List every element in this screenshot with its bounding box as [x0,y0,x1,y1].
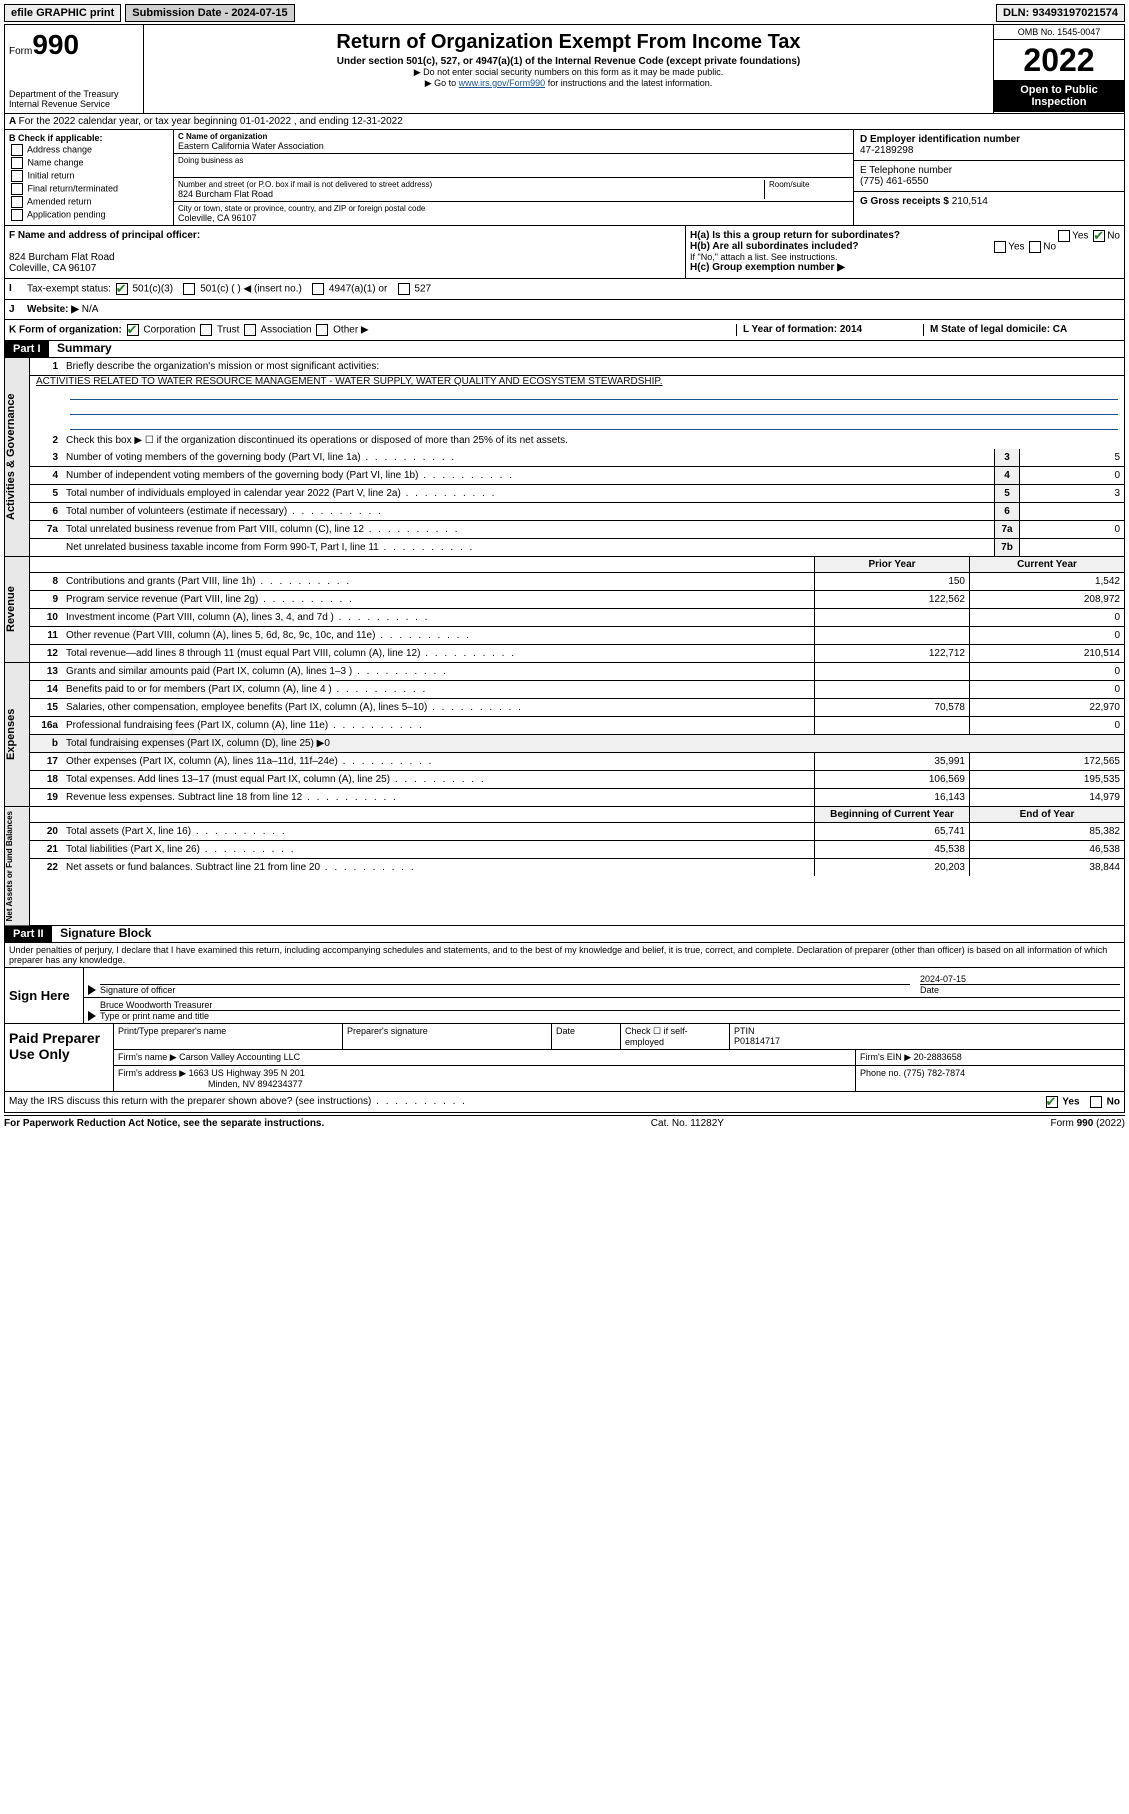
row-j: J Website: ▶ N/A [4,300,1125,320]
arrow-icon [88,985,96,995]
gross-receipts: 210,514 [952,196,988,207]
mission-text: ACTIVITIES RELATED TO WATER RESOURCE MAN… [30,376,1124,387]
firm-phone: (775) 782-7874 [904,1068,966,1078]
street-address: 824 Burcham Flat Road [178,189,764,199]
dept-treasury: Department of the Treasury [9,89,139,99]
dln: DLN: 93493197021574 [996,4,1125,22]
may-discuss: May the IRS discuss this return with the… [4,1092,1125,1113]
tax-year: 2022 [994,40,1124,80]
irs-link[interactable]: www.irs.gov/Form990 [459,78,546,88]
firm-addr: 1663 US Highway 395 N 201 [189,1068,305,1078]
col-c: C Name of organizationEastern California… [174,130,853,225]
subtitle-3: ▶ Go to www.irs.gov/Form990 for instruct… [148,78,989,89]
sign-here-label: Sign Here [5,968,83,1023]
paid-preparer: Paid Preparer Use Only Print/Type prepar… [4,1024,1125,1092]
omb-number: OMB No. 1545-0047 [994,25,1124,40]
irs-label: Internal Revenue Service [9,99,139,109]
form-title: Return of Organization Exempt From Incom… [148,31,989,54]
col-d: D Employer identification number47-21892… [853,130,1124,225]
section-fh: F Name and address of principal officer:… [4,226,1125,279]
officer-name: Bruce Woodworth Treasurer [100,1000,1120,1011]
form-number: Form990 [9,29,139,61]
row-i: I Tax-exempt status: 501(c)(3) 501(c) ( … [4,279,1125,300]
subtitle-2: ▶ Do not enter social security numbers o… [148,67,989,78]
officer-addr1: 824 Burcham Flat Road [9,252,115,263]
activities-governance: Activities & Governance 1Briefly describ… [4,358,1125,557]
vtab-rev: Revenue [5,557,30,662]
col-b: B Check if applicable: Address change Na… [5,130,174,225]
officer-addr2: Coleville, CA 96107 [9,263,96,274]
page-footer: For Paperwork Reduction Act Notice, see … [4,1115,1125,1129]
paid-preparer-label: Paid Preparer Use Only [5,1024,113,1091]
website: N/A [82,304,99,315]
submission-date: Submission Date - 2024-07-15 [125,4,294,22]
revenue-section: Revenue Prior YearCurrent Year 8Contribu… [4,557,1125,663]
firm-name: Carson Valley Accounting LLC [179,1052,300,1062]
signature-block: Under penalties of perjury, I declare th… [4,943,1125,1024]
perjury-declaration: Under penalties of perjury, I declare th… [5,943,1124,967]
part1-header: Part I Summary [4,341,1125,358]
ein: 47-2189298 [860,145,1118,156]
open-inspection: Open to Public Inspection [994,80,1124,112]
topbar: efile GRAPHIC print Submission Date - 20… [4,4,1125,22]
vtab-exp: Expenses [5,663,30,806]
row-k: K Form of organization: Corporation Trus… [4,320,1125,341]
subtitle-1: Under section 501(c), 527, or 4947(a)(1)… [148,56,989,67]
org-name: Eastern California Water Association [178,141,849,151]
vtab-ag: Activities & Governance [5,358,30,556]
firm-ein: 20-2883658 [914,1052,962,1062]
phone: (775) 461-6550 [860,176,1118,187]
ptin: P01814717 [734,1036,780,1046]
section-bcdeg: B Check if applicable: Address change Na… [4,130,1125,226]
efile-label: efile GRAPHIC print [4,4,121,22]
city-state-zip: Coleville, CA 96107 [178,213,849,223]
vtab-na: Net Assets or Fund Balances [5,807,30,925]
arrow-icon [88,1011,96,1021]
part2-header: Part II Signature Block [4,926,1125,943]
row-a: A For the 2022 calendar year, or tax yea… [4,114,1125,130]
form-header: Form990 Department of the Treasury Inter… [4,24,1125,114]
netassets-section: Net Assets or Fund Balances Beginning of… [4,807,1125,926]
expenses-section: Expenses 13Grants and similar amounts pa… [4,663,1125,807]
